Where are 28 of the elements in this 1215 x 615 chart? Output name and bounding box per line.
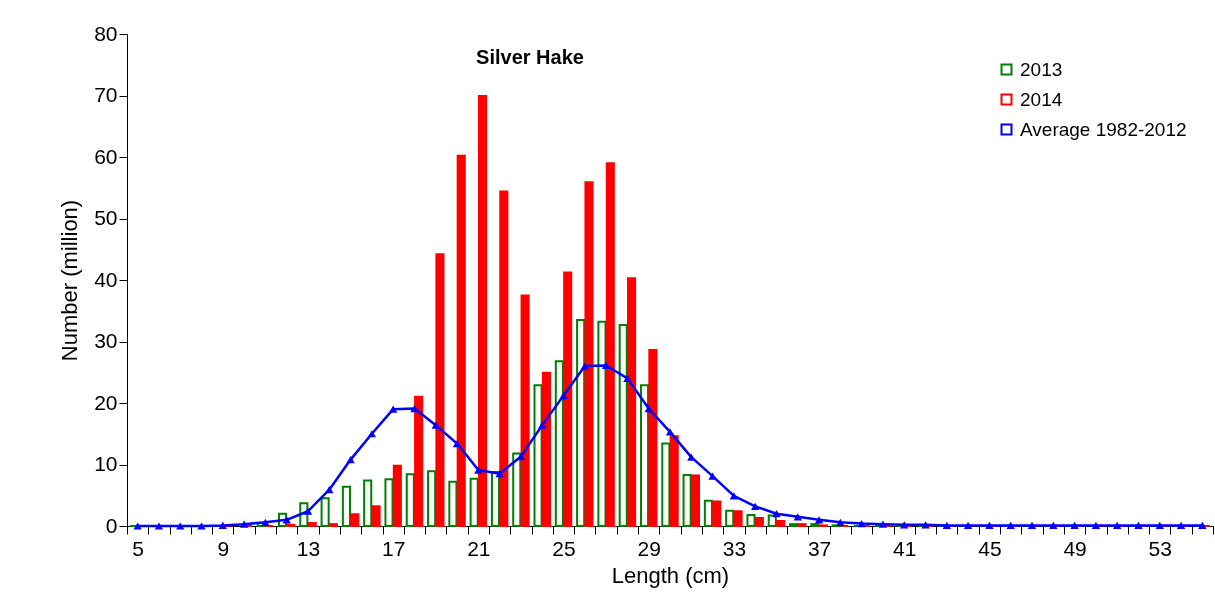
text: Silver Hake	[476, 46, 584, 68]
y-tick-label: 20	[94, 390, 118, 414]
x-tick-label: 41	[893, 536, 917, 560]
y-tick-label: 70	[94, 83, 118, 106]
y-tick-label: 60	[94, 144, 118, 168]
legend-label: Average 1982-2012	[1020, 118, 1187, 140]
y-tick-label: 80	[94, 21, 118, 45]
x-tick-label: 53	[1148, 536, 1172, 560]
y-axis-title: Number (million)	[57, 199, 83, 362]
y-tick-label: 40	[94, 267, 118, 291]
x-tick-label: 45	[978, 536, 1002, 560]
x-tick-label: 49	[1063, 536, 1087, 560]
x-tick-label: 5	[132, 536, 144, 560]
y-tick-label: 0	[105, 513, 118, 537]
x-axis-title: Length (cm)	[611, 562, 730, 588]
x-tick-label: 25	[552, 536, 576, 560]
x-tick-label: 29	[637, 536, 661, 560]
y-tick-label: 50	[94, 206, 118, 229]
legend-label: 2013	[1020, 58, 1063, 80]
x-tick-label: 9	[217, 536, 230, 560]
x-tick-label: 37	[807, 536, 832, 560]
y-tick-label: 30	[94, 329, 118, 352]
y-tick-label: 10	[94, 452, 118, 475]
x-tick-label: 21	[467, 536, 491, 560]
x-tick-label: 33	[722, 536, 747, 560]
legend-label: 2014	[1020, 88, 1063, 110]
x-tick-label: 17	[382, 536, 406, 560]
x-tick-label: 13	[296, 536, 321, 560]
